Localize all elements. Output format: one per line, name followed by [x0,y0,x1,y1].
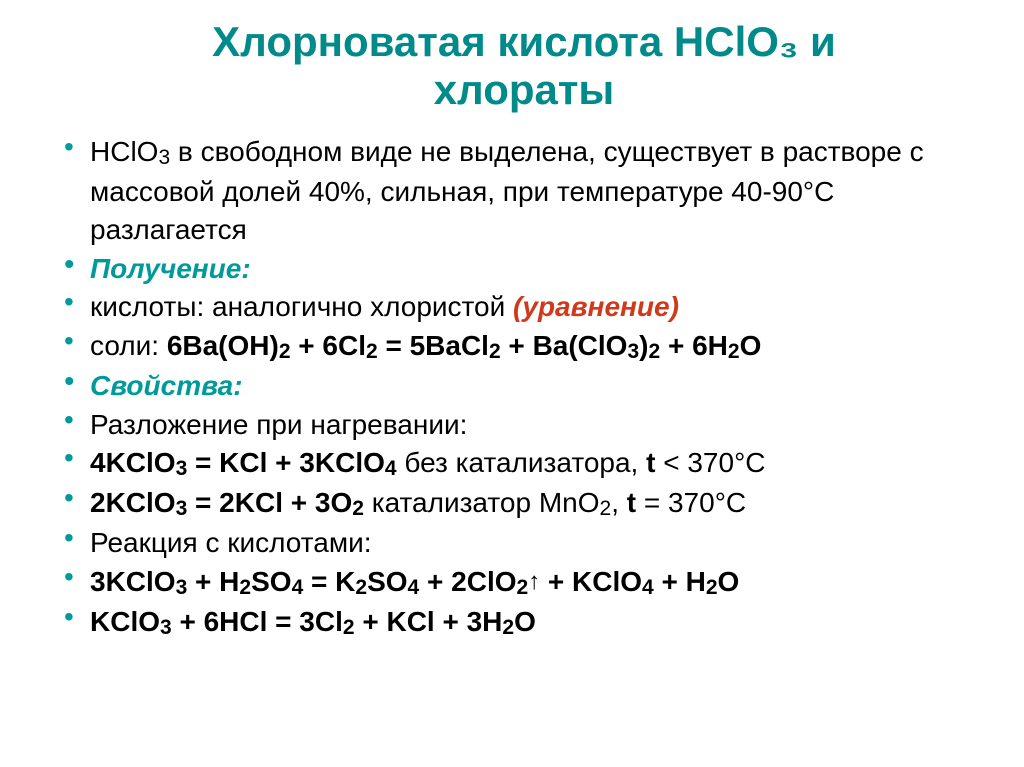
bullet-item: соли: 6Ba(OH)2 + 6Cl2 = 5BaCl2 + Ba(ClO3… [64,327,984,367]
bullet-item: KClO3 + 6HCl = 3Cl2 + KCl + 3H2O [64,603,984,643]
bullet-item: кислоты: аналогично хлористой (уравнение… [64,288,984,327]
bullet-list: HClO3 в свободном виде не выделена, суще… [64,133,984,643]
bullet-item: 4KClO3 = KCl + 3KClO4 без катализатора, … [64,444,984,484]
title-line-2: хлораты [64,66,984,114]
title-line-1: Хлорноватая кислота HClO₃ и [64,18,984,66]
bullet-item: Свойства: [64,367,984,406]
bullet-item: 3KClO3 + H2SO4 = K2SO4 + 2ClO2↑ + KClO4 … [64,563,984,603]
bullet-item: Реакция с кислотами: [64,524,984,563]
bullet-item: HClO3 в свободном виде не выделена, суще… [64,133,984,250]
slide: Хлорноватая кислота HClO₃ и хлораты HClO… [0,0,1024,767]
bullet-item: 2KClO3 = 2KCl + 3O2 катализатор MnO2, t … [64,484,984,524]
bullet-item: Получение: [64,250,984,289]
bullet-item: Разложение при нагревании: [64,406,984,445]
slide-title: Хлорноватая кислота HClO₃ и хлораты [64,18,984,115]
